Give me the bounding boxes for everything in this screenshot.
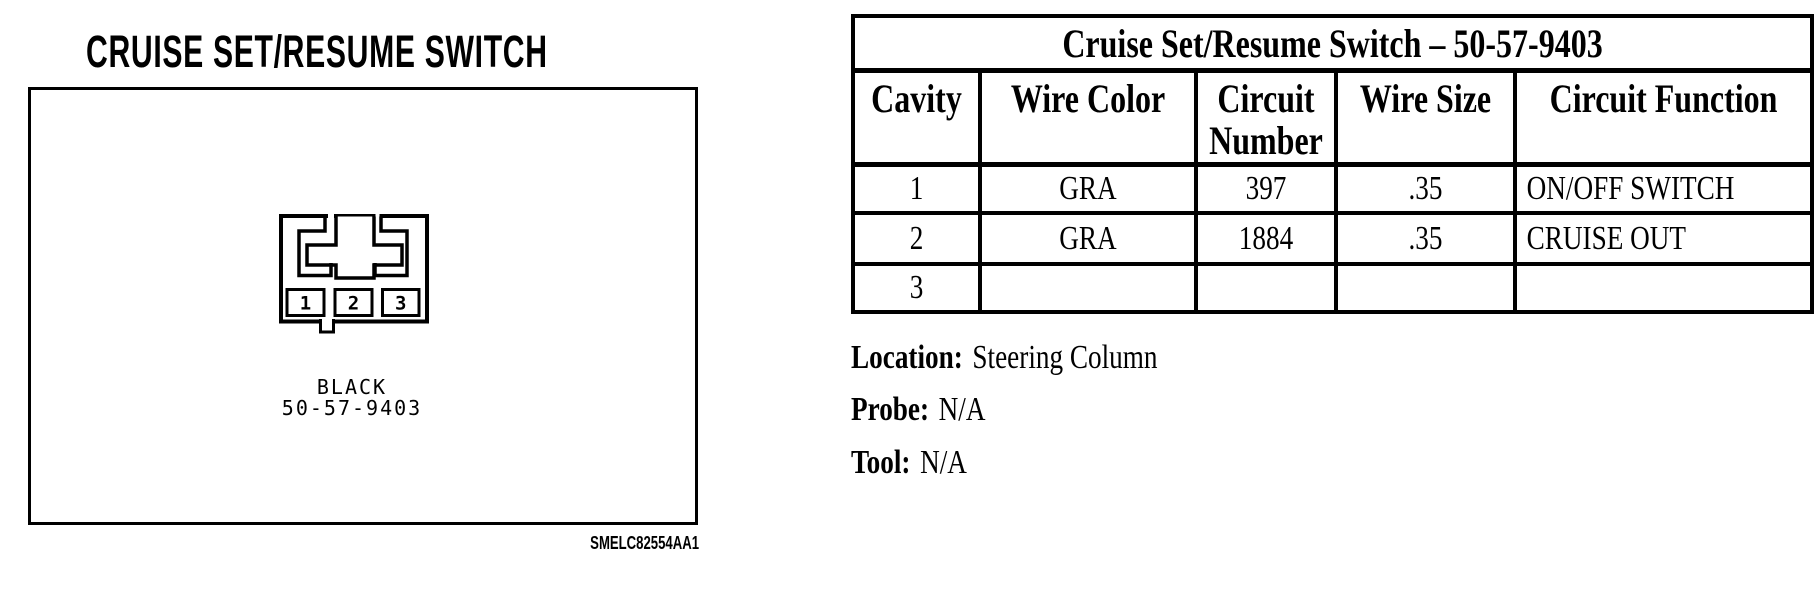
probe-line: Probe: N/A xyxy=(851,391,986,429)
probe-label: Probe: xyxy=(851,391,930,428)
cell-cavity: 3 xyxy=(909,269,924,306)
table-row: 2 GRA 1884 .35 CRUISE OUT xyxy=(851,211,1815,266)
location-label: Location: xyxy=(851,339,963,376)
header-cavity: Cavity xyxy=(871,76,962,121)
connector-caption: BLACK 50-57-9403 xyxy=(227,377,477,419)
cell-cavity: 2 xyxy=(909,219,924,257)
table-row: 3 xyxy=(851,262,1815,314)
connector-color-label: BLACK xyxy=(316,375,388,399)
tool-label: Tool: xyxy=(851,444,911,481)
table-row: 1 GRA 397 .35 ON/OFF SWITCH xyxy=(851,162,1815,215)
right-bracket-key xyxy=(373,216,409,278)
table-title-row: Cruise Set/Resume Switch – 50-57-9403 xyxy=(850,14,1815,73)
probe-value: N/A xyxy=(938,391,986,428)
location-value: Steering Column xyxy=(972,339,1158,376)
cavity-number-1: 1 xyxy=(300,293,311,315)
header-circuit-function: Circuit Function xyxy=(1549,76,1778,121)
left-bracket-key xyxy=(297,216,333,278)
cavity-number-2: 2 xyxy=(348,293,359,315)
location-line: Location: Steering Column xyxy=(851,339,1158,377)
header-wire-size: Wire Size xyxy=(1359,76,1492,121)
connector-diagram-box: 1 2 3 BLACK 50-57-9403 xyxy=(28,87,698,525)
header-wire-color: Wire Color xyxy=(1010,76,1166,121)
connector-index-tab xyxy=(319,319,335,334)
cell-wire-color: GRA xyxy=(1059,219,1117,257)
cell-circuit-number: 397 xyxy=(1245,170,1287,207)
tool-value: N/A xyxy=(920,444,967,481)
header-circuit-number: Circuit Number xyxy=(1209,76,1323,163)
cell-cavity: 1 xyxy=(909,170,924,207)
table-title: Cruise Set/Resume Switch – 50-57-9403 xyxy=(1062,20,1603,66)
connector-part-number: 50-57-9403 xyxy=(281,396,423,420)
cell-circuit-function: ON/OFF SWITCH xyxy=(1526,170,1735,207)
tool-line: Tool: N/A xyxy=(851,444,967,482)
cavity-box-2 xyxy=(333,288,374,317)
page-title: CRUISE SET/RESUME SWITCH xyxy=(86,26,548,77)
keyway-gap-right xyxy=(375,214,380,219)
center-cross-key xyxy=(305,216,404,280)
keyway-gap-left xyxy=(328,214,334,219)
table-header-row: Cavity Wire Color Circuit Number Wire Si… xyxy=(851,68,1815,167)
cavity-box-1 xyxy=(285,288,326,317)
cavity-box-3 xyxy=(381,288,421,317)
cell-wire-color: GRA xyxy=(1059,170,1117,207)
cell-circuit-function: CRUISE OUT xyxy=(1526,219,1687,257)
cell-wire-size: .35 xyxy=(1408,219,1443,257)
cell-circuit-number: 1884 xyxy=(1238,219,1294,257)
cavity-number-3: 3 xyxy=(395,293,406,315)
pinout-table: Cruise Set/Resume Switch – 50-57-9403 Ca… xyxy=(850,14,1815,314)
connector-face-drawing: 1 2 3 xyxy=(279,214,429,334)
cell-wire-size: .35 xyxy=(1408,170,1443,207)
figure-code: SMELC82554AA1 xyxy=(590,533,699,553)
